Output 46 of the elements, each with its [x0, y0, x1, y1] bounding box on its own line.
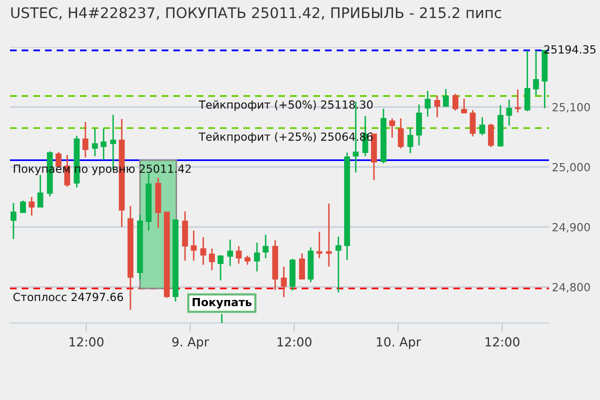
candlestick: [244, 255, 250, 266]
candlestick: [442, 88, 449, 108]
chart-title: USTEC, H4#228237, ПОКУПАТЬ 25011.42, ПРИБЫЛЬ - 215.2 пипс: [11, 7, 502, 20]
y-tick-label: 25,100: [552, 102, 590, 113]
candlestick: [37, 174, 44, 208]
candlestick: [470, 109, 476, 138]
candlestick: [488, 123, 494, 148]
candlestick: [236, 246, 242, 264]
x-tick-label: 9. Apr: [172, 337, 210, 349]
candlestick: [299, 252, 305, 280]
candlestick: [92, 128, 98, 157]
candlestick: [218, 254, 224, 282]
candlestick: [10, 202, 16, 240]
candlestick: [407, 127, 414, 154]
candlestick: [82, 121, 88, 158]
ref-line-label: 25194.35: [544, 45, 596, 54]
candlestick: [424, 90, 431, 118]
candlestick: [533, 50, 539, 96]
candlestick: [335, 236, 342, 294]
y-tick-label: 24,900: [552, 222, 590, 233]
candlestick: [28, 196, 35, 216]
ref-line-label: Стоплосс 24797.66: [13, 292, 124, 302]
candlestick: [200, 236, 206, 266]
x-tick-label: 12:00: [486, 337, 520, 347]
candlestick: [208, 248, 215, 271]
candlestick: [452, 93, 458, 112]
candlestick: [524, 50, 530, 112]
y-tick-label: 24,800: [552, 282, 590, 293]
candlestick: [461, 98, 468, 114]
candlestick: [506, 99, 512, 126]
candlestick: [416, 104, 422, 146]
candlestick: [20, 200, 26, 214]
annotation: Покупать: [192, 298, 252, 309]
candlestick: [389, 118, 396, 138]
candlestick: [254, 242, 260, 272]
candlestick: [262, 234, 269, 259]
y-tick-label: 25,000: [552, 162, 590, 173]
x-tick-label: 12:00: [70, 337, 104, 347]
candlestick: [479, 116, 486, 136]
candlestick: [227, 238, 234, 267]
candlestick: [434, 94, 440, 118]
x-tick-label: 12:00: [278, 337, 312, 347]
candlestick: [280, 266, 287, 298]
x-tick-label: 10. Apr: [376, 337, 421, 349]
candlestick: [398, 118, 404, 150]
candlestick: [100, 128, 107, 160]
